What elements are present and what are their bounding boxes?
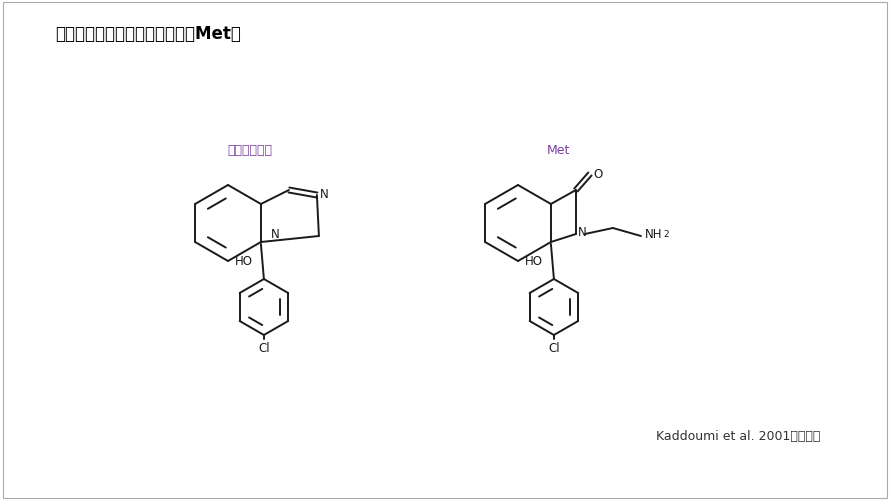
Text: N: N xyxy=(320,187,328,200)
Text: N: N xyxy=(578,225,587,238)
Text: NH: NH xyxy=(645,228,662,241)
Text: HO: HO xyxy=(525,255,543,268)
Text: N: N xyxy=(271,228,279,241)
Text: Cl: Cl xyxy=(258,341,270,354)
Text: Met: Met xyxy=(546,144,570,157)
Text: Cl: Cl xyxy=(548,341,560,354)
Text: Kaddoumi et al. 2001より引用: Kaddoumi et al. 2001より引用 xyxy=(656,430,820,442)
Text: 2: 2 xyxy=(663,229,668,238)
Text: マジンドールと主要代謝産物（Met）: マジンドールと主要代謝産物（Met） xyxy=(55,25,241,43)
Text: O: O xyxy=(593,167,603,180)
Text: マジンドール: マジンドール xyxy=(228,144,272,157)
Text: HO: HO xyxy=(235,255,253,268)
